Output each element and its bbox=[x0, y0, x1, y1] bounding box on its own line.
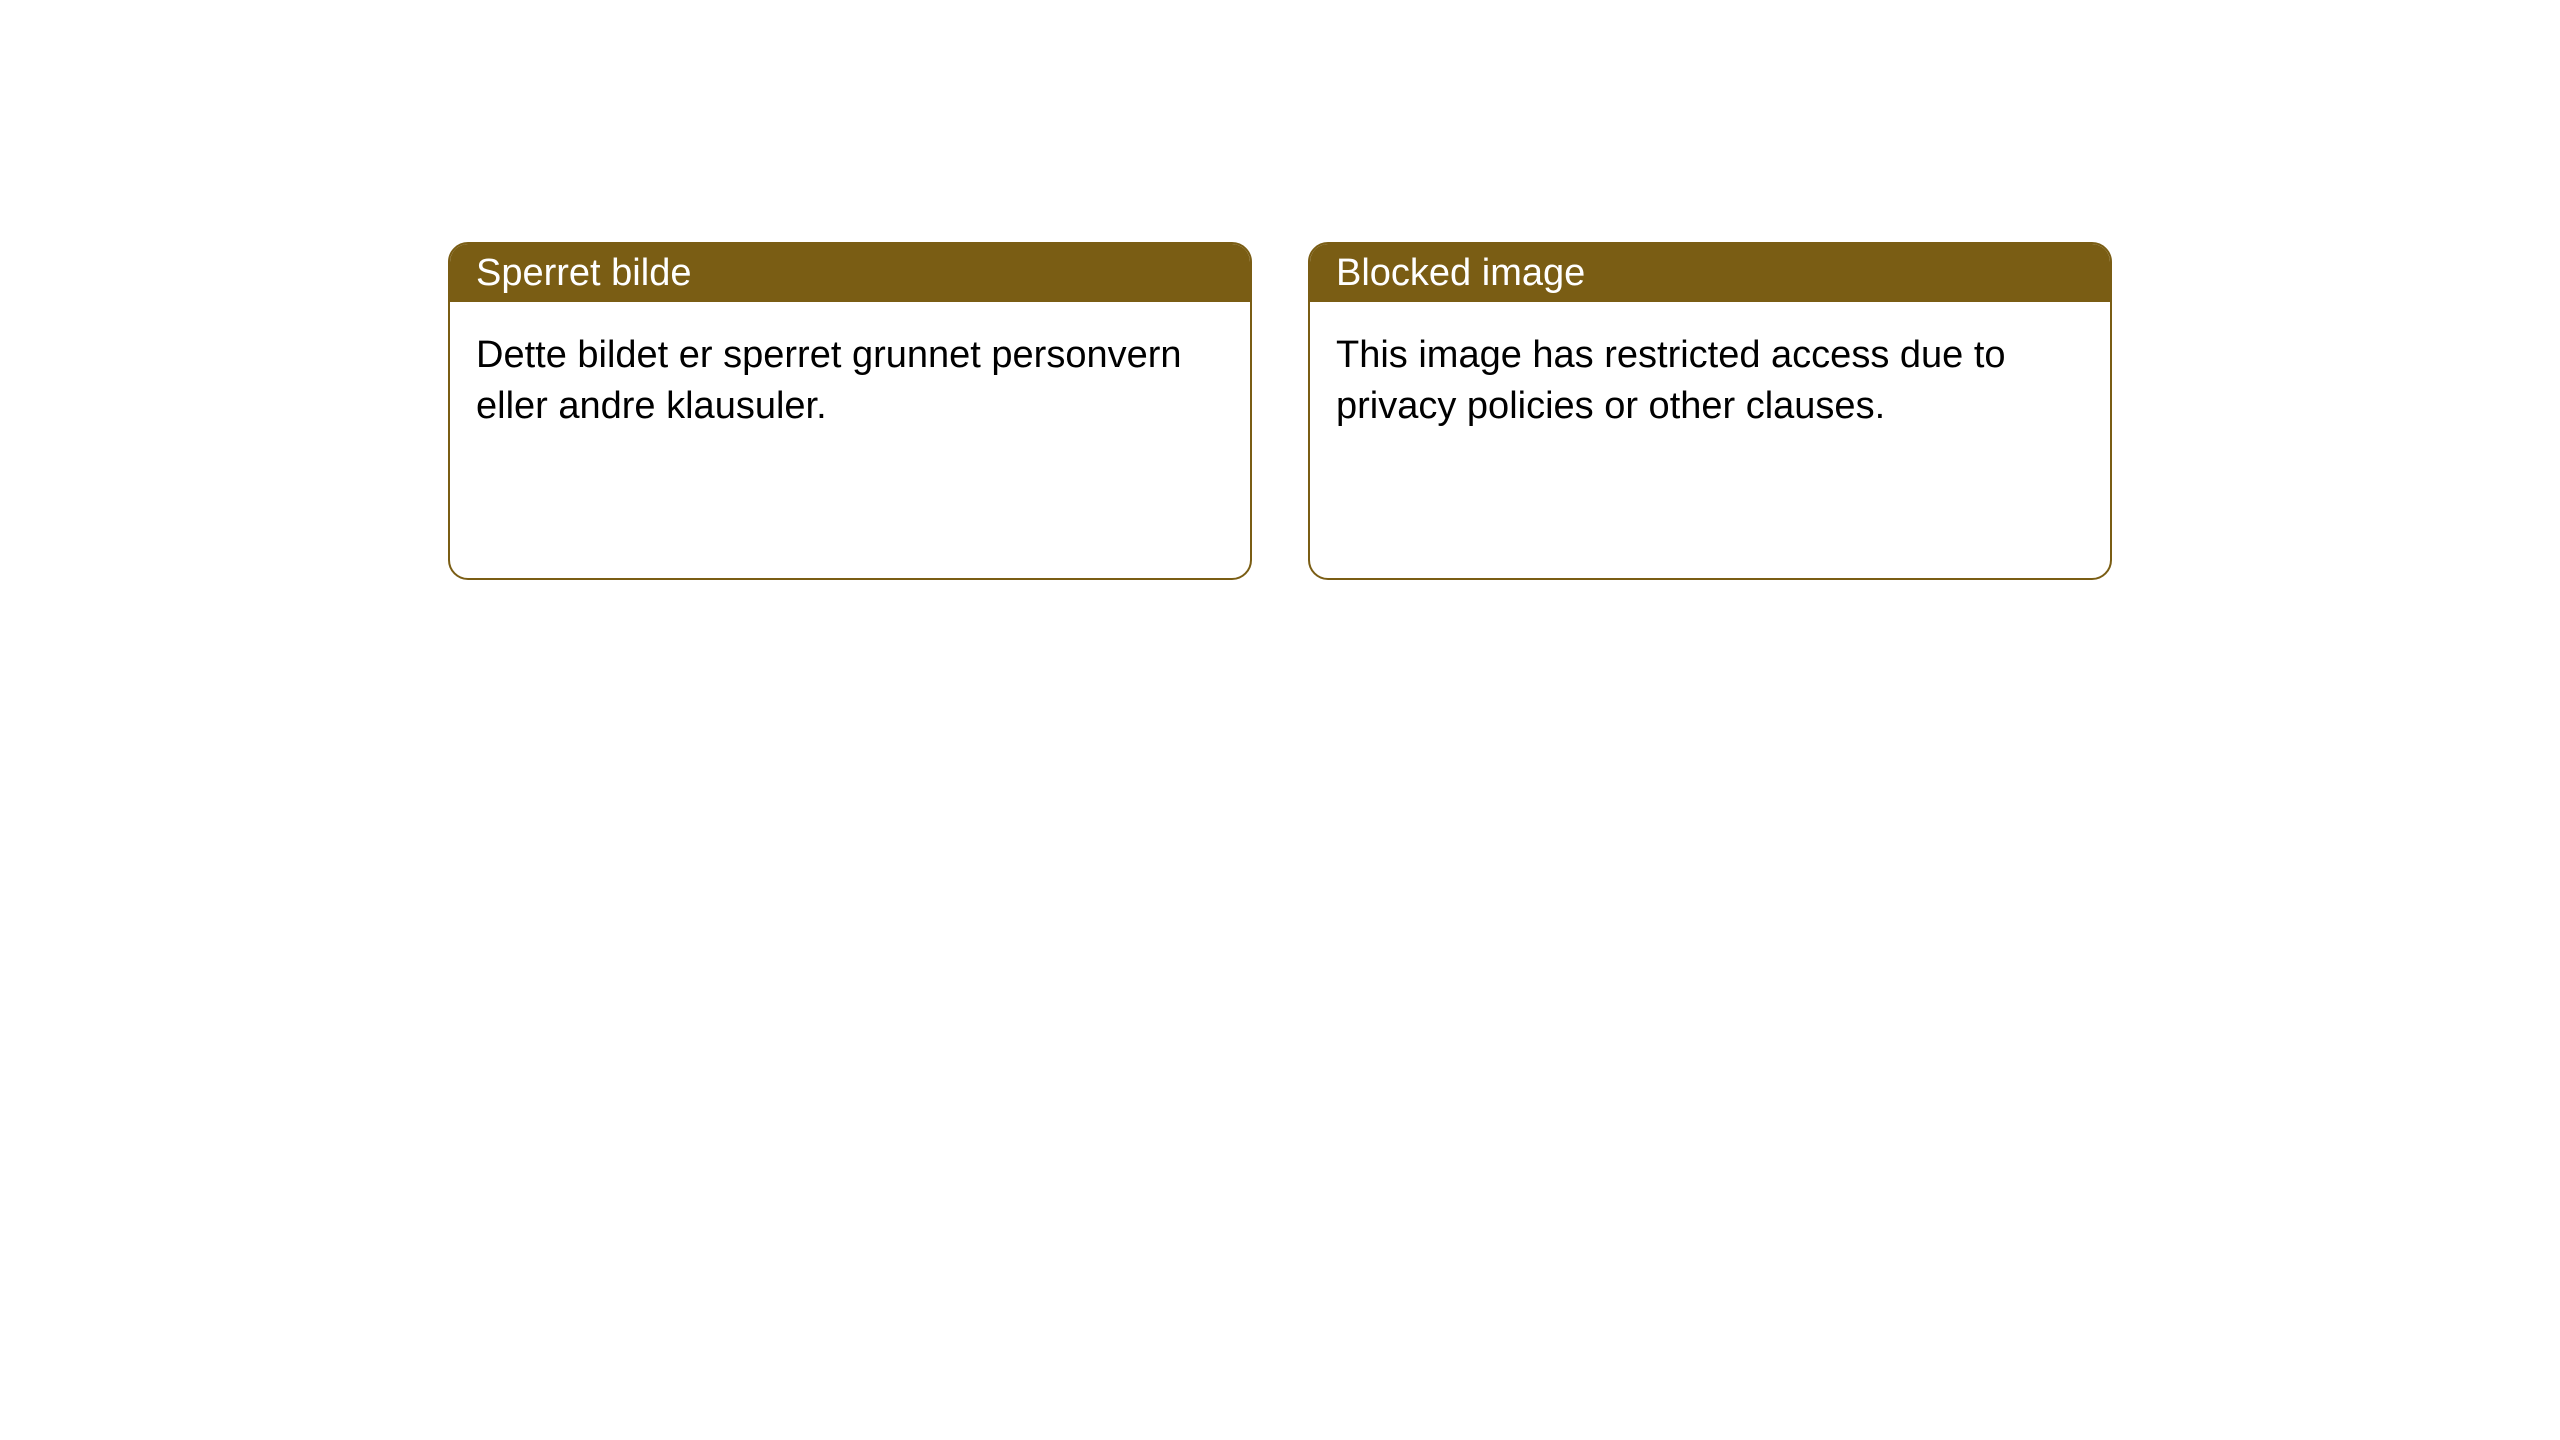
notice-header: Blocked image bbox=[1310, 244, 2110, 302]
notice-body-text: Dette bildet er sperret grunnet personve… bbox=[476, 334, 1182, 427]
notice-body: This image has restricted access due to … bbox=[1310, 302, 2110, 461]
notice-title: Sperret bilde bbox=[476, 252, 691, 295]
notice-card-norwegian: Sperret bilde Dette bildet er sperret gr… bbox=[448, 242, 1252, 580]
notice-body: Dette bildet er sperret grunnet personve… bbox=[450, 302, 1250, 461]
notice-header: Sperret bilde bbox=[450, 244, 1250, 302]
notice-card-english: Blocked image This image has restricted … bbox=[1308, 242, 2112, 580]
notice-title: Blocked image bbox=[1336, 252, 1585, 295]
notice-container: Sperret bilde Dette bildet er sperret gr… bbox=[0, 0, 2560, 580]
notice-body-text: This image has restricted access due to … bbox=[1336, 334, 2006, 427]
